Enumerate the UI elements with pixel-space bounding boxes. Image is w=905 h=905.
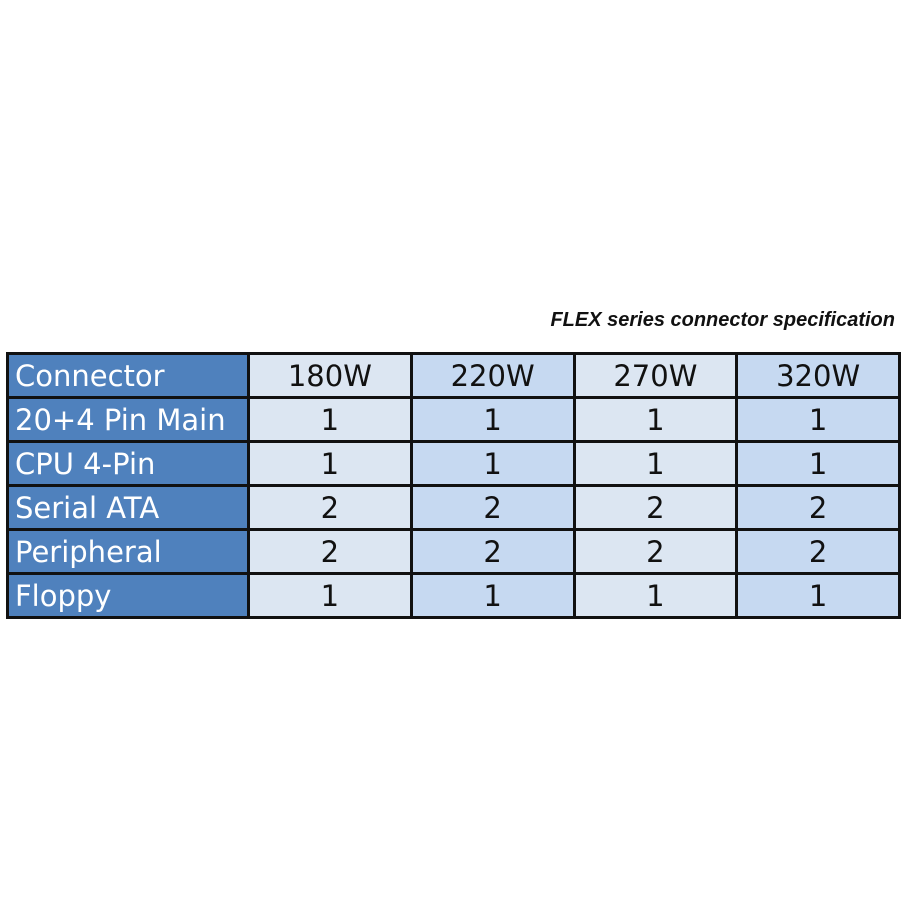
header-row: Connector 180W 220W 270W 320W: [6, 352, 901, 399]
header-cell: 320W: [735, 352, 901, 399]
table-row: 20+4 Pin Main 1 1 1 1: [6, 396, 901, 443]
header-cell: 180W: [247, 352, 413, 399]
table-cell: 2: [247, 528, 413, 575]
table-cell: 1: [572, 396, 739, 443]
table-cell: 1: [572, 572, 739, 619]
table-cell: 1: [247, 440, 413, 487]
table-cell: 2: [247, 484, 413, 531]
header-cell: 270W: [572, 352, 739, 399]
row-label: 20+4 Pin Main: [6, 396, 250, 443]
row-label: Serial ATA: [6, 484, 250, 531]
table-cell: 2: [409, 484, 576, 531]
table-row: Floppy 1 1 1 1: [6, 572, 901, 619]
table-cell: 1: [409, 572, 576, 619]
table-row: CPU 4-Pin 1 1 1 1: [6, 440, 901, 487]
table-cell: 1: [735, 396, 901, 443]
table-cell: 2: [409, 528, 576, 575]
table-cell: 1: [247, 396, 413, 443]
table-row: Serial ATA 2 2 2 2: [6, 484, 901, 531]
row-label: Floppy: [6, 572, 250, 619]
table-row: Peripheral 2 2 2 2: [6, 528, 901, 575]
row-label: CPU 4-Pin: [6, 440, 250, 487]
table-cell: 2: [572, 528, 739, 575]
header-cell: 220W: [409, 352, 576, 399]
table-cell: 1: [247, 572, 413, 619]
connector-spec-table: Connector 180W 220W 270W 320W 20+4 Pin Main 1 1…: [6, 352, 901, 619]
table-cell: 2: [735, 528, 901, 575]
table-cell: 1: [409, 396, 576, 443]
table-cell: 1: [409, 440, 576, 487]
table-cell: 2: [572, 484, 739, 531]
table-cell: 2: [735, 484, 901, 531]
table-cell: 1: [735, 572, 901, 619]
table-caption: FLEX series connector specification: [550, 309, 895, 331]
header-cell: Connector: [6, 352, 250, 399]
table-cell: 1: [572, 440, 739, 487]
row-label: Peripheral: [6, 528, 250, 575]
table-cell: 1: [735, 440, 901, 487]
